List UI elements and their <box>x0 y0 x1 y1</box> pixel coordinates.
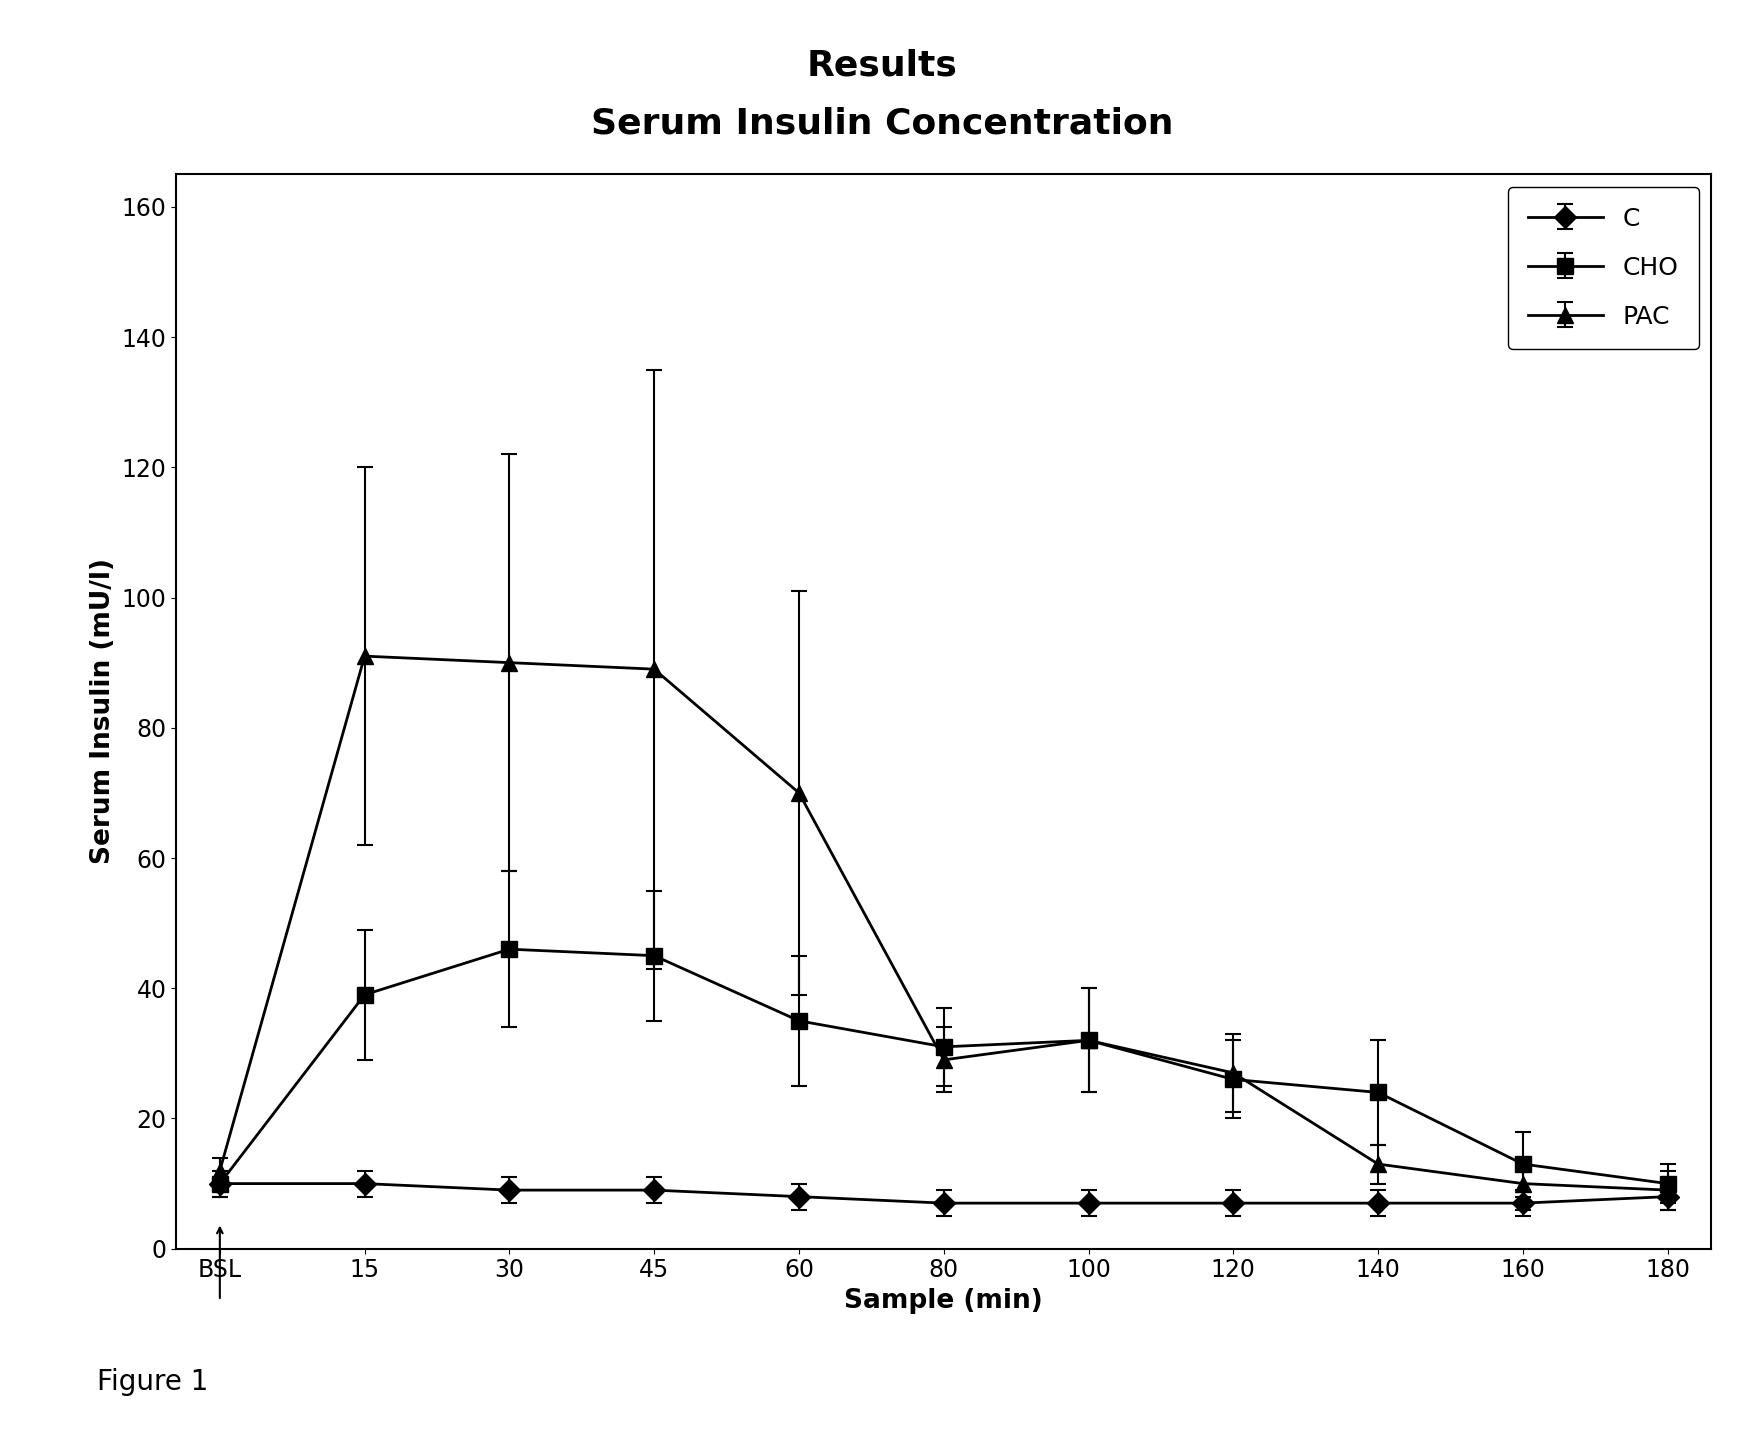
Y-axis label: Serum Insulin (mU/l): Serum Insulin (mU/l) <box>90 559 116 864</box>
Legend: C, CHO, PAC: C, CHO, PAC <box>1508 187 1699 348</box>
Text: Figure 1: Figure 1 <box>97 1368 208 1397</box>
Text: Serum Insulin Concentration: Serum Insulin Concentration <box>591 106 1173 141</box>
X-axis label: Sample (min): Sample (min) <box>845 1288 1043 1314</box>
Text: Results: Results <box>806 48 958 83</box>
